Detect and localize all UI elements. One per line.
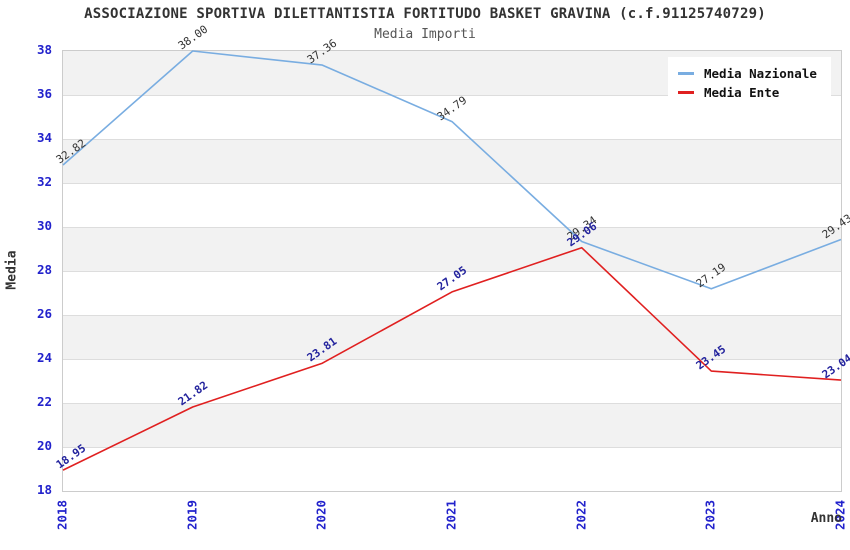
y-tick-label: 34 [36, 130, 52, 145]
x-tick-label: 2019 [184, 499, 200, 531]
gridline [63, 139, 841, 140]
y-tick-label: 36 [36, 86, 52, 101]
horizontal-band [63, 139, 841, 183]
chart-title: ASSOCIAZIONE SPORTIVA DILETTANTISTIA FOR… [84, 6, 766, 22]
gridline [63, 183, 841, 184]
legend: Media Nazionale Media Ente [668, 57, 831, 110]
horizontal-band [63, 271, 841, 315]
gridline [63, 403, 841, 404]
gridline [63, 95, 841, 96]
horizontal-band [63, 359, 841, 403]
plot-area: 32.82 38.00 37.36 34.79 29.34 27.19 29.43 18.95… [54, 23, 850, 492]
horizontal-band [63, 183, 841, 227]
horizontal-band [63, 315, 841, 359]
y-tick-label: 26 [36, 306, 52, 321]
chart-subtitle: Media Importi [374, 27, 476, 42]
y-tick-label: 28 [36, 262, 52, 277]
line-media-ente [62, 246, 842, 471]
y-tick-label: 24 [36, 350, 52, 365]
gridline [63, 315, 841, 316]
gridline [63, 227, 841, 228]
x-tick-label: 2021 [443, 499, 459, 531]
legend-label: Media Ente [704, 85, 780, 100]
legend-item-ente: Media Ente [678, 83, 817, 102]
line-swatch-nazionale [678, 72, 694, 75]
series-lines [62, 50, 842, 471]
horizontal-band [63, 403, 841, 447]
gridline [63, 447, 841, 448]
horizontal-band [63, 227, 841, 271]
horizontal-band [63, 447, 841, 491]
legend-label: Media Nazionale [704, 66, 817, 81]
x-tick-label: 2018 [54, 499, 70, 531]
y-tick-label: 22 [36, 394, 52, 409]
y-axis-title: Media [4, 250, 20, 290]
y-tick-label: 32 [36, 174, 52, 189]
gridline [63, 271, 841, 272]
y-tick-label: 20 [36, 438, 52, 453]
line-swatch-ente [678, 91, 694, 94]
legend-item-nazionale: Media Nazionale [678, 64, 817, 83]
y-tick-label: 30 [36, 218, 52, 233]
line-media-nazionale [62, 50, 842, 290]
x-tick-label: 2023 [702, 499, 718, 531]
y-tick-label: 18 [36, 482, 52, 497]
gridline [63, 359, 841, 360]
x-tick-label: 2022 [573, 499, 589, 531]
x-axis-title: Anno [810, 511, 842, 526]
x-tick-label: 2020 [313, 499, 329, 531]
y-tick-label: 38 [36, 42, 52, 57]
